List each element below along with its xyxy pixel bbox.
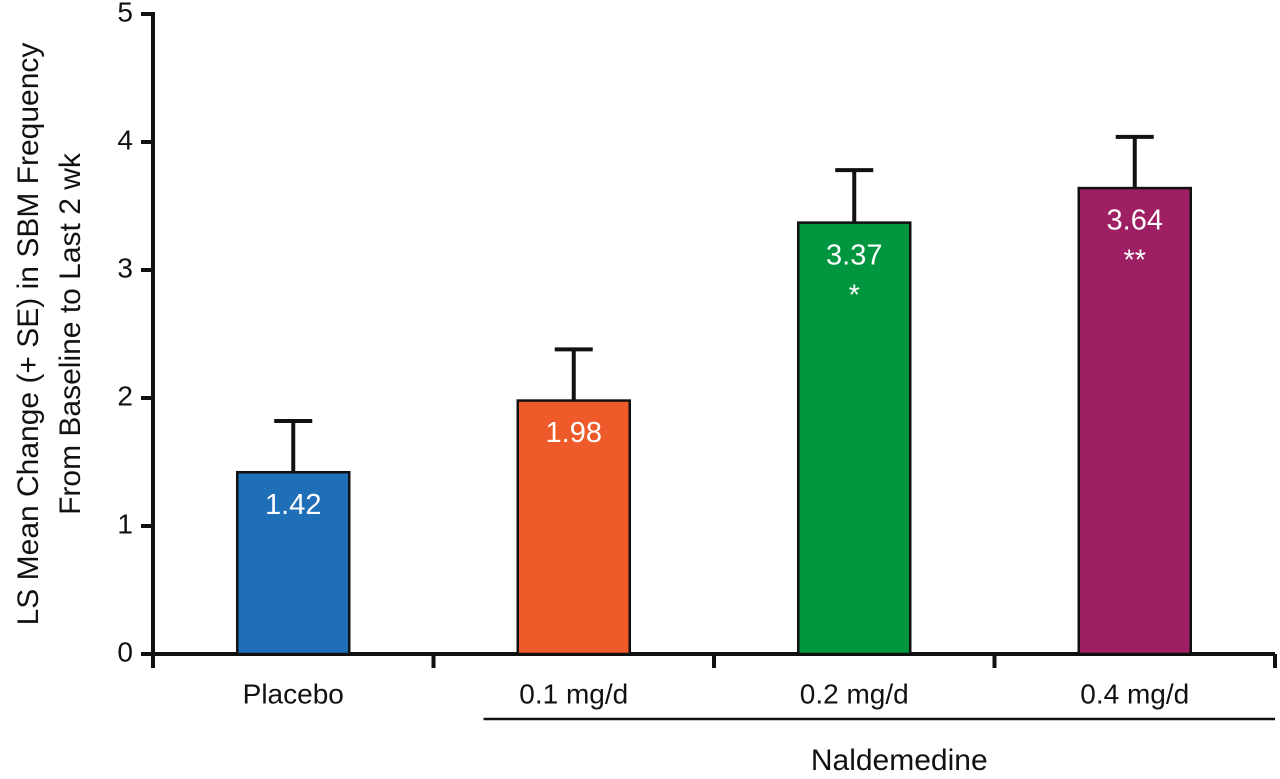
y-label: LS Mean Change (+ SE) in SBM Frequency F… [12, 43, 87, 626]
group-label: Naldemedine [811, 744, 988, 777]
y-tick-label: 1 [117, 508, 133, 539]
y-tick-label: 2 [117, 380, 133, 411]
x-tick-label: 0.1 mg/d [519, 678, 628, 709]
y-tick-label: 3 [117, 252, 133, 283]
bar [516, 399, 631, 656]
x-tick-label: Placebo [243, 678, 344, 709]
x-tick-label: 0.4 mg/d [1080, 678, 1189, 709]
bar [236, 470, 351, 656]
value-label: 3.64 [1107, 205, 1163, 237]
y-label-line: LS Mean Change (+ SE) in SBM Frequency [12, 43, 45, 626]
y-tick-label: 0 [117, 636, 133, 667]
y-label-line: From Baseline to Last 2 wk [54, 152, 87, 515]
y-tick-label: 5 [117, 0, 133, 27]
bar [1077, 186, 1192, 656]
significance-mark: ** [1123, 245, 1146, 277]
value-label: 1.98 [546, 417, 602, 449]
significance-mark: * [849, 279, 860, 311]
value-label: 3.37 [826, 239, 882, 271]
x-tick-label: 0.2 mg/d [800, 678, 909, 709]
value-label: 1.42 [265, 489, 321, 521]
bar [797, 221, 912, 656]
y-tick-label: 4 [117, 124, 133, 155]
